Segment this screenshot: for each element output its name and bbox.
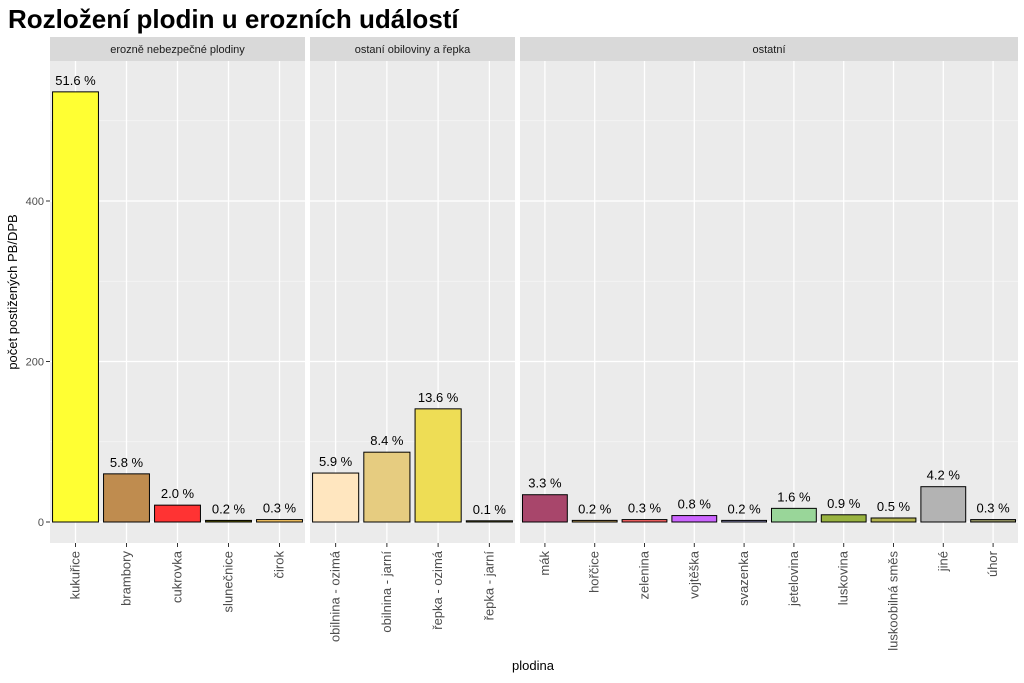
panel-background bbox=[310, 61, 515, 543]
bar-label: 0.3 % bbox=[976, 501, 1010, 516]
x-tick-label: úhor bbox=[985, 550, 1000, 577]
y-tick-label: 0 bbox=[38, 517, 44, 529]
x-tick-label: řepka - jarní bbox=[481, 551, 496, 621]
x-tick-label: čirok bbox=[272, 551, 287, 579]
facet-strip-label: ostatní bbox=[752, 44, 785, 56]
chart-title: Rozložení plodin u erozních událostí bbox=[8, 4, 459, 34]
bar bbox=[103, 473, 150, 523]
bar-label: 0.3 % bbox=[263, 501, 297, 516]
bar bbox=[154, 504, 201, 523]
bar-label: 0.2 % bbox=[727, 501, 761, 516]
bar bbox=[521, 494, 568, 523]
bar-label: 1.6 % bbox=[777, 489, 811, 504]
bar-label: 4.2 % bbox=[927, 468, 961, 483]
bar-label: 5.9 % bbox=[319, 454, 353, 469]
x-tick-label: kukuřice bbox=[68, 551, 83, 599]
facet-strip-label: ostaní obiloviny a řepka bbox=[355, 44, 471, 56]
x-axis-title: plodina bbox=[512, 658, 555, 673]
bar-label: 13.6 % bbox=[418, 390, 459, 405]
facet-strip bbox=[310, 37, 515, 61]
bar bbox=[571, 519, 618, 523]
bar-label: 0.2 % bbox=[578, 501, 612, 516]
y-tick-label: 200 bbox=[26, 357, 44, 369]
bar bbox=[970, 519, 1017, 523]
x-tick-label: hořčice bbox=[587, 551, 602, 593]
facet-strip bbox=[50, 37, 305, 61]
bar bbox=[312, 472, 360, 523]
bar-label: 51.6 % bbox=[55, 73, 96, 88]
facet-strip bbox=[520, 37, 1018, 61]
bar-label: 0.8 % bbox=[678, 497, 712, 512]
bar bbox=[770, 507, 817, 523]
bar-label: 0.1 % bbox=[473, 502, 507, 517]
bar-label: 0.9 % bbox=[827, 496, 861, 511]
bar-label: 0.3 % bbox=[628, 501, 662, 516]
bar-label: 8.4 % bbox=[370, 433, 404, 448]
bar bbox=[52, 91, 99, 523]
bar bbox=[870, 517, 917, 523]
x-tick-label: obilnina - ozimá bbox=[328, 550, 343, 642]
bar-label: 5.8 % bbox=[110, 455, 144, 470]
x-tick-label: luskoobilná směs bbox=[886, 551, 901, 651]
bar bbox=[465, 520, 513, 523]
x-tick-label: svazenka bbox=[736, 550, 751, 606]
x-tick-label: mák bbox=[537, 551, 552, 576]
x-tick-label: zelenina bbox=[637, 550, 652, 599]
y-tick-label: 400 bbox=[26, 196, 44, 208]
x-tick-label: jiné bbox=[935, 551, 950, 572]
x-tick-label: jetelovina bbox=[786, 550, 801, 607]
panel-background bbox=[520, 61, 1018, 543]
x-tick-label: vojtěška bbox=[686, 550, 701, 598]
x-tick-label: obilnina - jarní bbox=[379, 551, 394, 633]
bar bbox=[721, 519, 768, 523]
bar bbox=[414, 408, 462, 523]
x-tick-label: cukrovka bbox=[170, 550, 185, 603]
facet-strip-label: erozně nebezpečné plodiny bbox=[110, 44, 245, 56]
bar bbox=[920, 486, 967, 523]
x-tick-label: slunečnice bbox=[221, 551, 236, 612]
bar bbox=[205, 519, 252, 523]
bar-label: 0.2 % bbox=[212, 501, 246, 516]
bar bbox=[363, 451, 411, 523]
bar bbox=[671, 515, 718, 523]
x-tick-label: řepka - ozimá bbox=[430, 550, 445, 630]
y-axis-title: počet postižených PB/DPB bbox=[5, 214, 20, 369]
bar bbox=[621, 519, 668, 523]
bar bbox=[820, 514, 867, 523]
bar-label: 0.5 % bbox=[877, 499, 911, 514]
bar-label: 3.3 % bbox=[528, 476, 562, 491]
bar bbox=[256, 519, 303, 523]
x-tick-label: brambory bbox=[119, 551, 134, 606]
bar-label: 2.0 % bbox=[161, 486, 195, 501]
x-tick-label: luskovina bbox=[836, 550, 851, 605]
